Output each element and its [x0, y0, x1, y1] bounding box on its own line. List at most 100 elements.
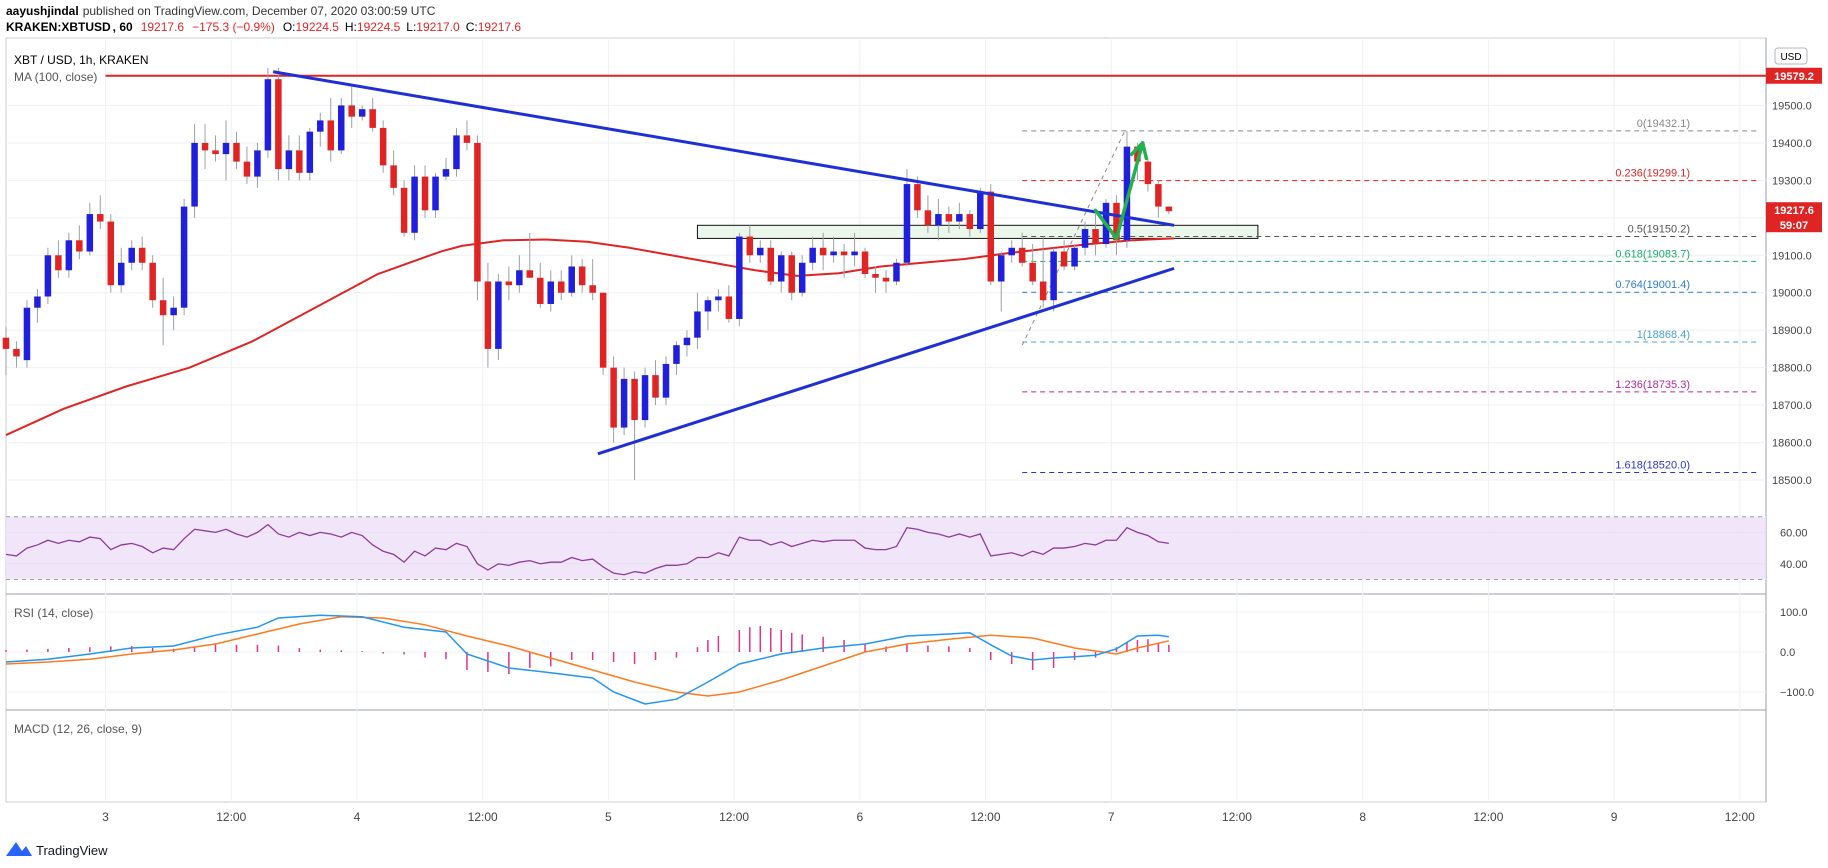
candle-body: [683, 337, 691, 346]
candle: [526, 232, 534, 278]
publisher-line: aayushjindal published on TradingView.com…: [6, 4, 436, 18]
x-tick-label: 4: [354, 810, 361, 824]
candle-body: [977, 191, 984, 230]
candle: [966, 210, 974, 237]
y-tick-label: 19300.0: [1772, 175, 1812, 187]
candle-body: [1039, 281, 1047, 301]
projection-arrow-segment: [1114, 141, 1145, 241]
x-tick-label: 8: [1359, 810, 1366, 824]
tradingview-logo-icon: [6, 842, 32, 856]
chart-frame: [5, 37, 1767, 803]
candle-body: [390, 165, 397, 188]
candle-body: [212, 150, 219, 155]
y-tick-label: 19000.0: [1772, 288, 1812, 300]
ma-legend[interactable]: MA (100, close): [14, 70, 97, 84]
pair-legend[interactable]: XBT / USD, 1h, KRAKEN: [14, 53, 149, 67]
macd-legend[interactable]: MACD (12, 26, close, 9): [14, 722, 142, 736]
candle: [599, 292, 607, 376]
candle: [1155, 180, 1162, 218]
symbol-label: KRAKEN:XBTUSD: [6, 20, 111, 34]
candle: [935, 199, 942, 241]
candle-body: [505, 281, 513, 286]
macd-pane: 100.0 0.0 −100.0: [5, 607, 1814, 705]
author-name: aayushjindal: [6, 4, 79, 18]
last-price: 19217.6: [141, 20, 185, 34]
candle: [495, 274, 502, 361]
rsi-legend[interactable]: RSI (14, close): [14, 606, 93, 620]
candle: [557, 270, 565, 301]
y-tick-label: 18500.0: [1772, 475, 1812, 487]
candle: [956, 202, 963, 230]
tradingview-logo[interactable]: TradingView: [6, 842, 108, 858]
candle: [861, 247, 869, 278]
x-tick-label: 6: [856, 810, 863, 824]
symbol-quote-line: KRAKEN:XBTUSD, 60 19217.6 −175.3 (−0.9%) O:…: [6, 20, 521, 34]
candle: [138, 236, 146, 271]
candle-body: [117, 262, 125, 286]
y-tick-label: 18700.0: [1772, 400, 1812, 412]
candle: [715, 288, 722, 312]
candle-body: [694, 311, 701, 338]
candle: [1165, 206, 1173, 215]
candle: [516, 255, 523, 293]
candle: [589, 259, 596, 301]
currency-badge[interactable]: [1774, 47, 1808, 65]
candle-body: [945, 214, 953, 222]
candle: [484, 262, 492, 368]
candle-body: [736, 236, 743, 319]
candle-body: [1123, 146, 1131, 241]
x-tick-label: 12:00: [1725, 810, 1755, 824]
candle: [191, 124, 198, 218]
candle: [578, 259, 586, 293]
candle-body: [379, 127, 387, 166]
candle: [76, 225, 83, 260]
candle: [65, 232, 73, 278]
candle: [1008, 240, 1015, 263]
candle: [233, 131, 240, 170]
candle-body: [840, 251, 848, 256]
candle: [725, 285, 733, 323]
macd-tick-label: 0.0: [1780, 647, 1795, 659]
candle-body: [23, 307, 31, 361]
candle: [997, 251, 1005, 312]
candle: [337, 97, 345, 155]
tradingview-brand: TradingView: [36, 843, 108, 858]
candle-body: [2, 337, 10, 349]
candle-body: [201, 142, 209, 151]
candle: [117, 247, 125, 293]
macd-tick-label: −100.0: [1780, 687, 1814, 699]
candle: [348, 86, 355, 128]
x-tick-label: 9: [1611, 810, 1618, 824]
candle-body: [442, 169, 450, 177]
candle: [243, 146, 251, 185]
candle: [767, 240, 775, 286]
candle: [914, 176, 921, 218]
candle-body: [997, 255, 1005, 282]
candle-body: [1155, 184, 1162, 207]
candle-body: [725, 296, 733, 319]
ma100-line: [5, 237, 1175, 436]
fib-level-label: 0(19432.1): [1637, 118, 1690, 130]
rsi-line: [5, 523, 1169, 576]
candle-body: [652, 375, 659, 398]
candle: [358, 105, 366, 121]
candle: [86, 202, 94, 256]
resistance-price-text: 19579.2: [1774, 71, 1814, 83]
candle-body: [149, 262, 156, 301]
candle-body: [851, 251, 858, 256]
rsi-tick-label: 60.00: [1780, 527, 1808, 539]
candle-body: [86, 214, 94, 252]
candle: [683, 330, 691, 357]
candle: [442, 157, 450, 181]
candle-body: [327, 120, 335, 151]
candle-body: [1050, 251, 1057, 301]
candle-body: [1018, 247, 1026, 263]
candle-body: [1029, 262, 1036, 282]
candle: [411, 165, 418, 241]
candle: [652, 360, 659, 406]
candle: [327, 97, 335, 162]
candle-body: [872, 274, 879, 278]
candle-body: [76, 240, 83, 252]
candle: [390, 150, 397, 196]
